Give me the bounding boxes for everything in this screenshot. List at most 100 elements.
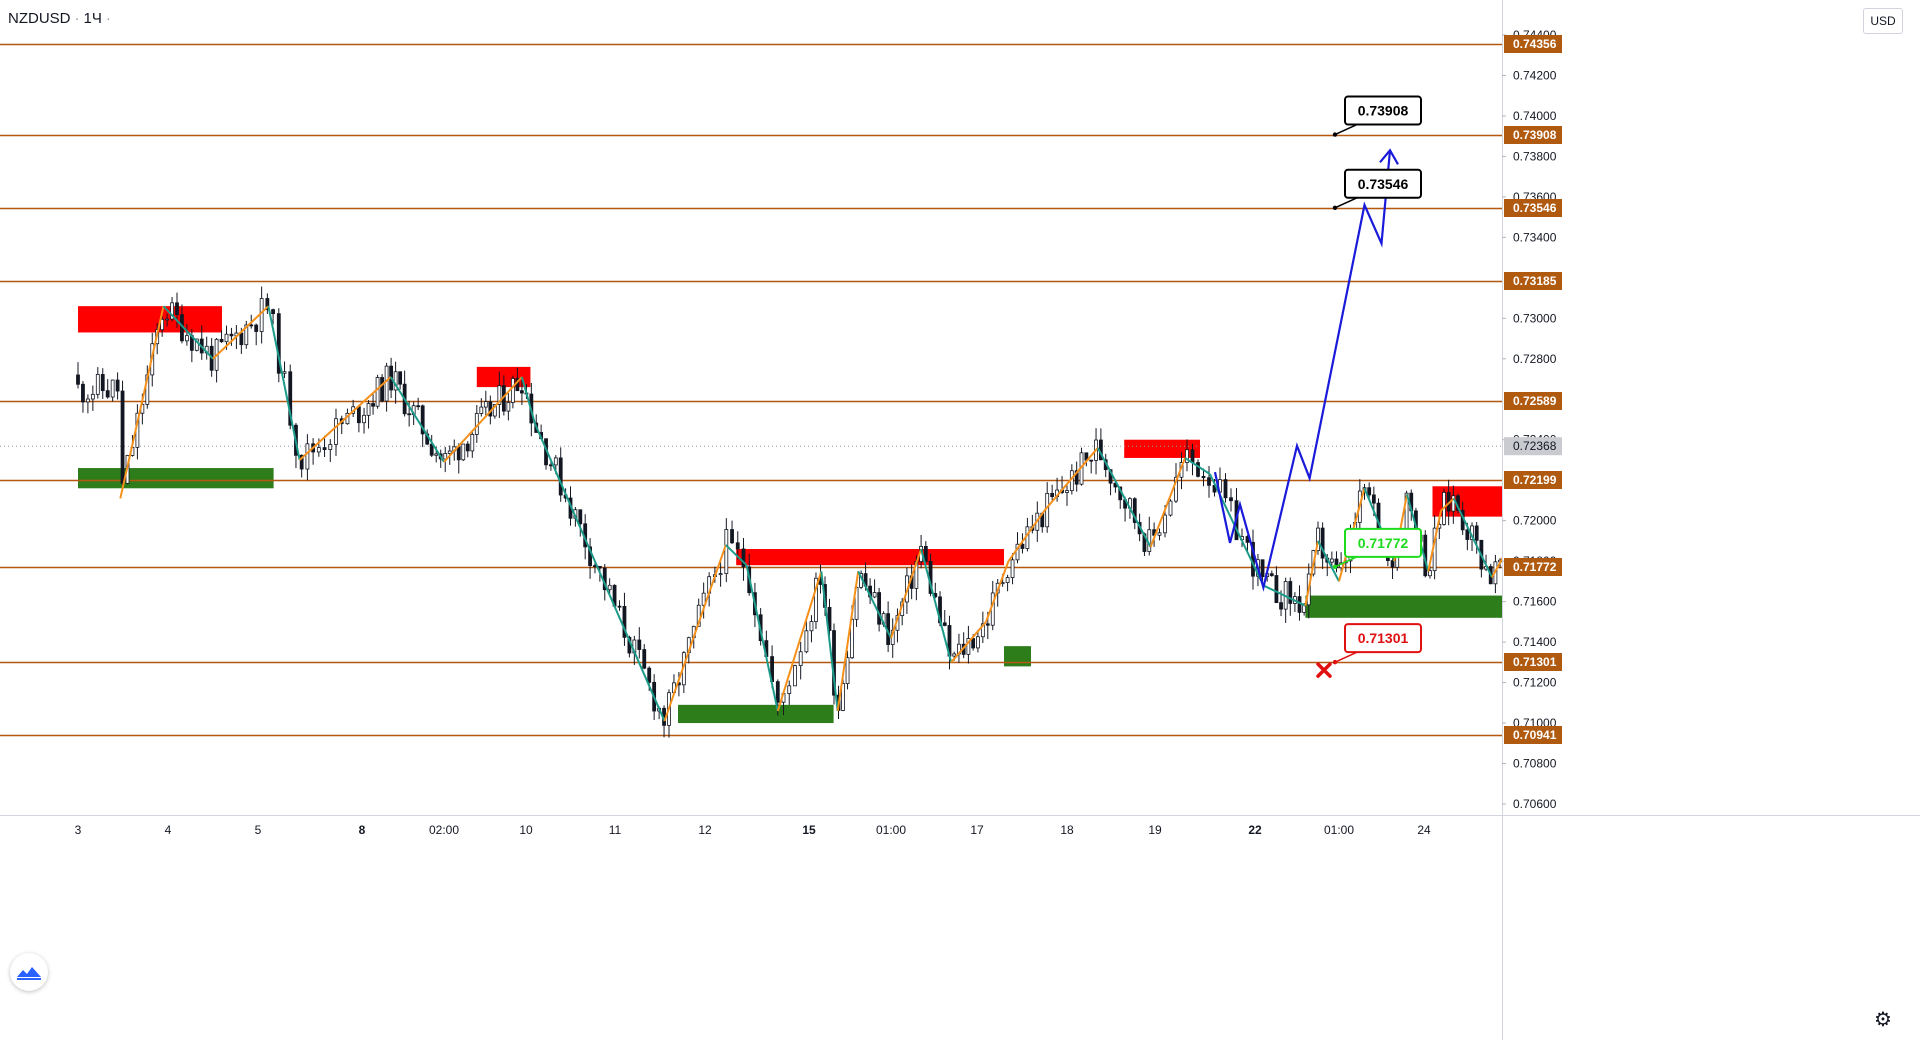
- candle-body: [1390, 560, 1395, 568]
- y-tick-label: 0.70600: [1513, 797, 1557, 811]
- tradingview-logo-icon[interactable]: [10, 953, 48, 991]
- level-tag: [1504, 35, 1562, 53]
- candle-body: [506, 402, 511, 412]
- level-label: 0.71301: [1513, 655, 1557, 669]
- candle-body: [184, 335, 189, 342]
- candle-body: [775, 681, 780, 703]
- candle-body: [1451, 495, 1456, 512]
- candle-body: [923, 546, 928, 562]
- zigzag-segment: [776, 570, 823, 712]
- zigzag-segment: [520, 376, 536, 424]
- zigzag-segment: [1427, 510, 1442, 572]
- callout-anchor: [1332, 205, 1338, 211]
- candle-body: [1157, 532, 1162, 536]
- candle-body: [380, 377, 384, 402]
- candle-body: [165, 318, 170, 321]
- callout-pointer: [1334, 123, 1358, 136]
- x-tick-label: 02:00: [429, 823, 459, 837]
- candle-body: [1279, 602, 1283, 610]
- candle-body: [115, 379, 120, 392]
- candle-body: [1465, 529, 1470, 540]
- candle-body: [622, 606, 627, 638]
- candle-body: [872, 592, 877, 598]
- candle-body: [1320, 527, 1325, 559]
- demand-zone: [78, 468, 274, 489]
- zigzag-segment: [162, 305, 214, 360]
- callout-box: [1344, 95, 1422, 126]
- x-tick-label: 3: [75, 823, 82, 837]
- zigzag-segment: [920, 548, 953, 663]
- zigzag-segment: [1317, 540, 1340, 582]
- x-tick-label: 19: [1148, 823, 1162, 837]
- zigzag-segment: [950, 621, 987, 663]
- candle-body: [1163, 514, 1167, 534]
- candle-body: [447, 450, 452, 454]
- callout-box: [1344, 623, 1422, 654]
- gear-icon[interactable]: ⚙: [1874, 1009, 1892, 1031]
- candle-body: [1288, 581, 1293, 604]
- price-axis-bg: [1502, 0, 1920, 1040]
- level-tag: [1504, 126, 1562, 144]
- zigzag-segment: [1096, 447, 1152, 548]
- candle-body: [637, 639, 642, 650]
- candle-body: [305, 443, 310, 470]
- candle-body: [483, 401, 488, 408]
- candle-body: [1190, 449, 1195, 463]
- supply-zone: [78, 306, 222, 333]
- candle-body: [282, 371, 287, 374]
- candle-body: [461, 443, 466, 461]
- candle-body: [578, 509, 583, 525]
- candle-body: [735, 542, 740, 550]
- y-tick-label: 0.71400: [1513, 635, 1557, 649]
- candle-body: [642, 649, 647, 669]
- level-label: 0.73908: [1513, 128, 1557, 142]
- candle-body: [90, 393, 95, 400]
- candle-body: [288, 371, 293, 426]
- candle-body: [239, 332, 244, 346]
- zigzag-segment: [1452, 497, 1493, 578]
- level-label: 0.73185: [1513, 274, 1557, 288]
- zigzag-segment: [857, 570, 892, 639]
- zigzag-segment: [212, 305, 270, 360]
- zigzag-segment: [985, 560, 1010, 623]
- candle-body: [244, 324, 249, 346]
- candle-body: [224, 333, 229, 343]
- zigzag-segment: [389, 376, 445, 463]
- x-mark-icon: [1316, 662, 1332, 678]
- candle-body: [120, 390, 125, 484]
- candle-body: [334, 418, 338, 445]
- candle-body: [1201, 475, 1206, 479]
- candle-body: [219, 338, 224, 343]
- candle-body: [588, 546, 592, 566]
- candle-body: [942, 622, 947, 626]
- y-tick-label: 0.72000: [1513, 514, 1557, 528]
- candle-body: [741, 548, 746, 568]
- candle-body: [443, 453, 448, 460]
- level-tag: [1504, 272, 1562, 290]
- candle-body: [479, 406, 484, 414]
- callout-label: 0.71301: [1358, 630, 1409, 646]
- x-tick-label: 22: [1248, 823, 1262, 837]
- level-tag: [1504, 558, 1562, 576]
- callout-label: 0.73908: [1358, 103, 1409, 119]
- levels-layer: [0, 43, 1502, 737]
- level-label: 0.72589: [1513, 394, 1557, 408]
- candle-body: [175, 302, 179, 315]
- candle-body: [1297, 596, 1302, 613]
- candle-body: [362, 414, 366, 424]
- candle-body: [1089, 459, 1094, 462]
- candle-body: [520, 390, 524, 394]
- y-tick-label: 0.74000: [1513, 109, 1557, 123]
- candle-body: [95, 374, 100, 395]
- callout-box: [1344, 168, 1422, 199]
- level-label: 0.70941: [1513, 728, 1557, 742]
- candle-body: [194, 338, 199, 351]
- time-axis-bg: [0, 815, 1502, 1040]
- candle-body: [407, 413, 412, 416]
- currency-button[interactable]: USD: [1863, 8, 1903, 34]
- interval-label: 1Ч: [83, 10, 102, 27]
- level-tag: [1504, 199, 1562, 217]
